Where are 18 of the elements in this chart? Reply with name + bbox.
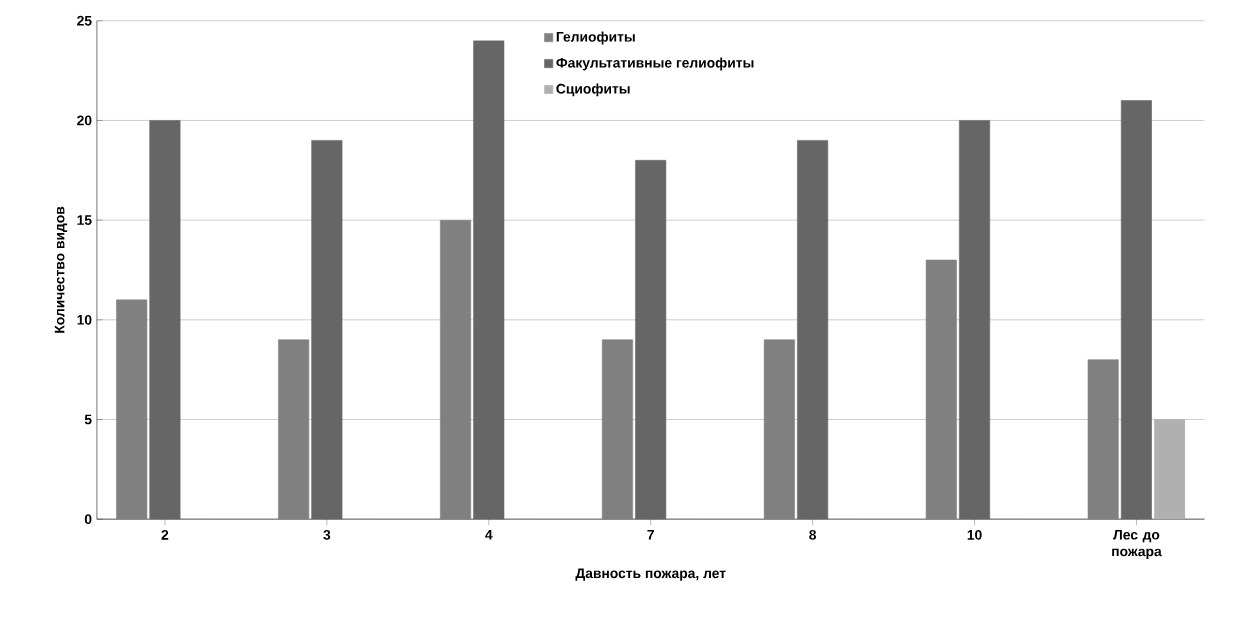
x-tick-label: 4 xyxy=(485,529,493,540)
y-tick-label: 25 xyxy=(77,15,92,26)
y-tick-label: 20 xyxy=(77,115,92,126)
y-tick-label: 0 xyxy=(84,514,92,525)
legend-label: Гелиофиты xyxy=(556,31,635,45)
y-axis-title: Количество видов xyxy=(54,206,68,333)
x-tick-label: Лес до пожара xyxy=(1112,529,1162,559)
y-tick-label: 15 xyxy=(77,215,92,225)
x-tick-label: 10 xyxy=(967,529,982,540)
x-tick-label: 7 xyxy=(647,529,654,540)
x-tick-label: 3 xyxy=(323,529,331,540)
y-tick-label: 10 xyxy=(77,314,92,325)
legend-label: Сциофиты xyxy=(556,83,630,97)
legend-label: Факультативные гелиофиты xyxy=(556,57,754,71)
y-tick-label: 5 xyxy=(84,414,92,425)
x-axis-title: Давность пожара, лет xyxy=(575,568,726,581)
x-tick-label: 2 xyxy=(161,529,169,540)
x-tick-label: 8 xyxy=(809,529,817,540)
